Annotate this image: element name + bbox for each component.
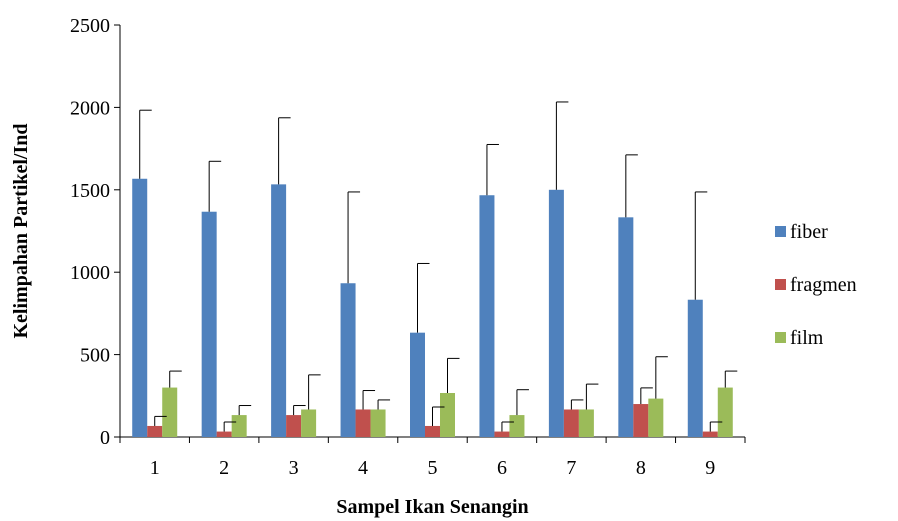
legend-label-fragmen: fragmen [790,274,857,296]
legend-swatch-film [775,332,786,343]
bar-fiber [132,178,148,437]
tick-labels: 0 500 1000 1500 2000 2500 1 2 3 4 5 6 7 8 9 [70,15,715,479]
x-axis-title: Sampel Ikan Senangin [336,496,528,518]
bar-fiber [687,299,703,437]
bar-film [301,409,317,437]
x-tick-label: 7 [566,457,576,479]
y-tick-label: 2500 [70,15,110,37]
bar-fiber [271,184,287,437]
bar-fiber [479,195,495,437]
bar-fragmen [216,431,232,437]
y-tick-label: 500 [80,345,110,367]
bar-fiber [201,211,217,437]
legend-swatch-fragmen [775,279,786,290]
x-tick-label: 5 [428,457,438,479]
bar-fiber [548,189,564,437]
y-tick-label: 2000 [70,97,110,119]
bar-fiber [410,332,425,437]
y-axis-title: Kelimpahan Partikel/Ind [10,123,32,338]
legend-label-fiber: fiber [790,221,828,243]
bar-film [509,415,525,437]
bar-fiber [340,283,356,437]
y-tick-label: 0 [100,427,110,449]
bar-film [231,415,247,437]
bar-fragmen [147,425,163,437]
bars [132,178,733,437]
legend-swatch-fiber [775,226,786,237]
bar-fragmen [355,409,371,437]
x-tick-label: 9 [705,457,715,479]
x-tick-label: 2 [219,457,229,479]
x-tick-label: 6 [497,457,507,479]
bar-film [717,387,733,437]
y-tick-label: 1500 [70,180,110,202]
error-bars [139,101,738,432]
bar-fiber [618,217,634,437]
bar-fragmen [702,431,718,437]
bar-fragmen [286,415,302,437]
bar-fragmen [425,425,440,437]
x-tick-label: 4 [358,457,368,479]
y-tick-label: 1000 [70,262,110,284]
legend: fiber fragmen film [775,221,857,349]
bar-film [440,392,455,437]
bar-fragmen [494,431,510,437]
x-tick-label: 3 [289,457,299,479]
bar-fragmen [633,404,649,437]
x-tick-label: 8 [636,457,646,479]
legend-label-film: film [790,327,824,349]
bar-fragmen [563,409,579,437]
x-tick-label: 1 [150,457,160,479]
bar-film [162,387,178,437]
bar-film [370,409,386,437]
bar-film [648,398,664,437]
bar-film [578,409,594,437]
